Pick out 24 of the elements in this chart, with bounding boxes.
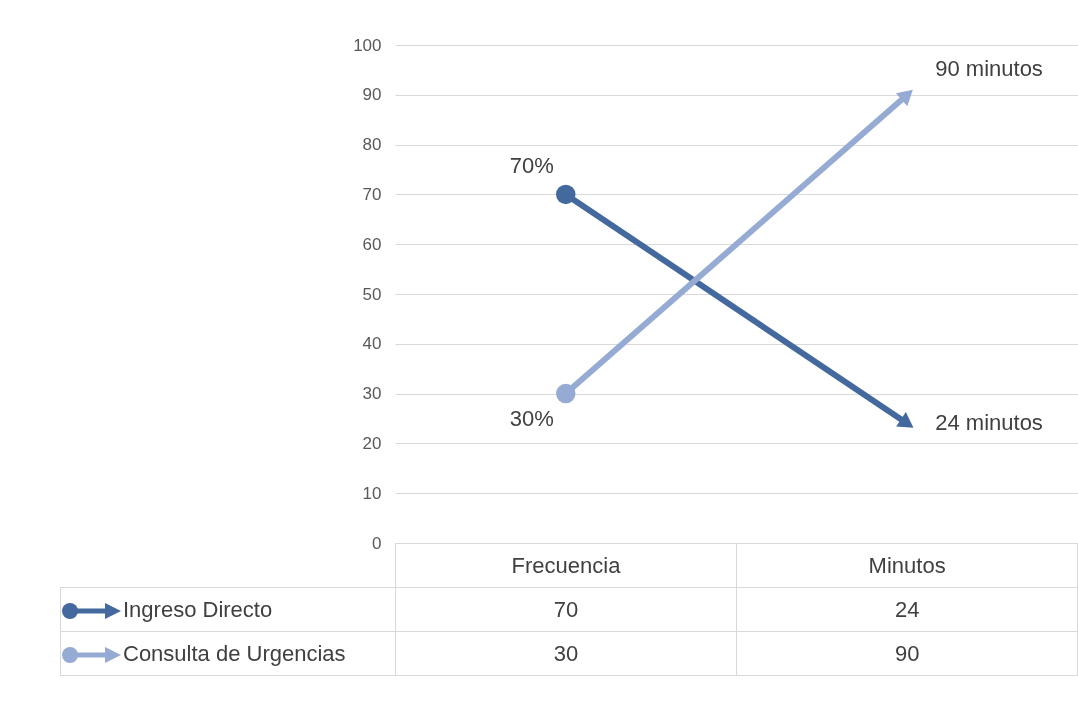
data-label: 24 [736, 587, 1078, 632]
x-tick-label: Frecuencia [395, 543, 737, 588]
point [556, 184, 576, 205]
legend-label: Ingreso Directo [123, 596, 273, 622]
y-tick-label: 50 [362, 284, 382, 304]
y-tick-label: 90 [362, 85, 382, 105]
y-tick-label: 60 [362, 234, 382, 254]
annotation: 24 minutos [935, 410, 1043, 436]
data-label: 90 [736, 631, 1078, 676]
y-tick-label: 70 [362, 184, 382, 204]
y-tick-label: 10 [362, 483, 382, 503]
data-label: 70 [395, 587, 737, 632]
data-label: 30 [395, 631, 737, 676]
annotation: 70% [509, 153, 554, 179]
x-tick-label: Minutos [736, 543, 1078, 588]
annotation: 30% [509, 405, 554, 431]
y-tick-label: 80 [362, 135, 382, 155]
legend-label: Consulta de Urgencias [123, 640, 346, 666]
y-tick-label: 0 [372, 533, 382, 553]
annotation: 90 minutos [935, 55, 1043, 81]
y-tick-label: 40 [362, 334, 382, 354]
y-tick-label: 100 [353, 35, 382, 55]
y-tick-label: 20 [362, 433, 382, 453]
y-tick-label: 30 [362, 384, 382, 404]
